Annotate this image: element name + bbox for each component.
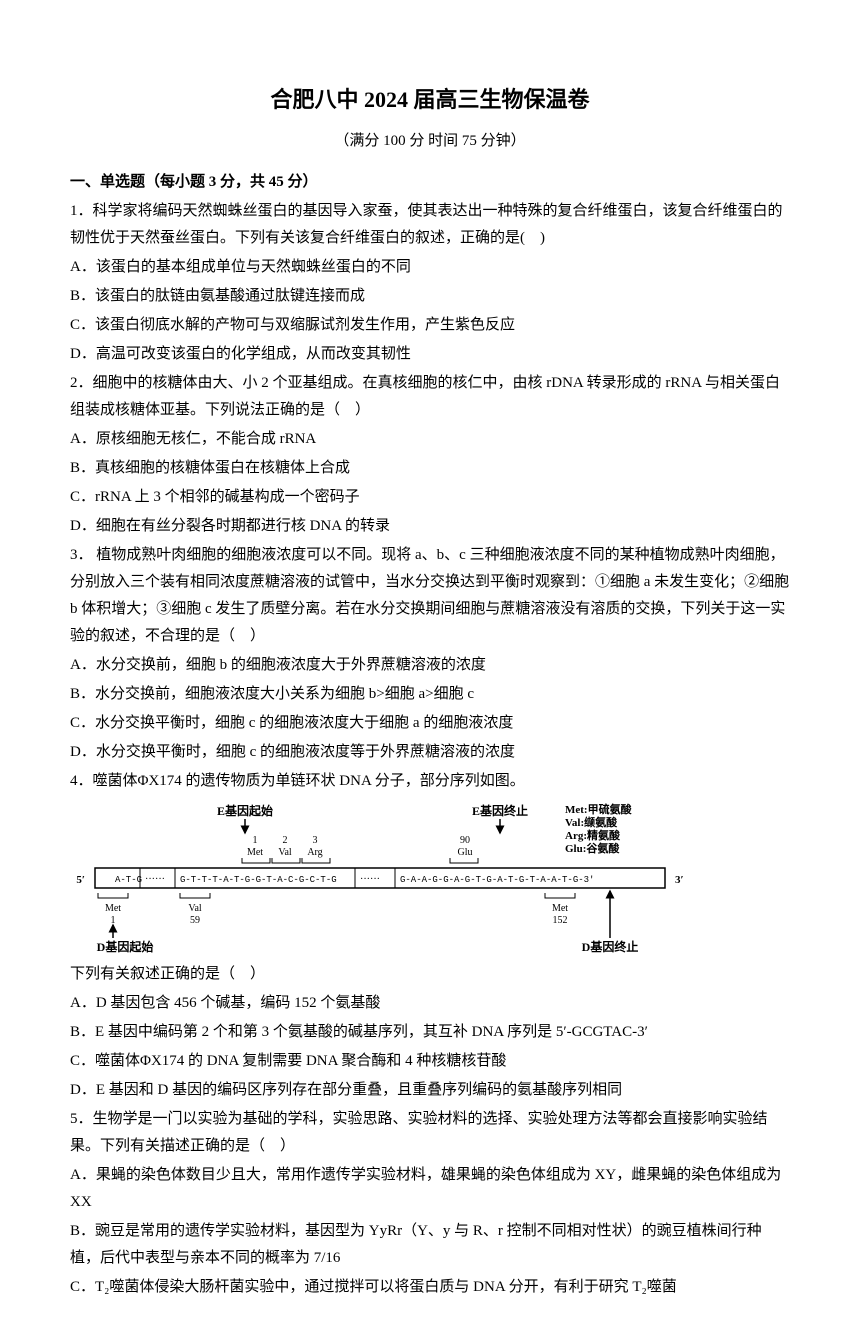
svg-text:······: ······ xyxy=(360,874,380,885)
gene-svg: E基因起始 E基因终止 Met:甲硫氨酸 Val:缬氨酸 Arg:精氨酸 Glu… xyxy=(70,803,690,953)
q4-post: 下列有关叙述正确的是（ ） xyxy=(70,961,790,988)
page-subtitle: （满分 100 分 时间 75 分钟） xyxy=(70,128,790,155)
q1-option-b: B．该蛋白的肽链由氨基酸通过肽键连接而成 xyxy=(70,283,790,310)
svg-text:2: 2 xyxy=(283,835,288,846)
q5-option-b: B．豌豆是常用的遗传学实验材料，基因型为 YyRr（Y、y 与 R、r 控制不同… xyxy=(70,1218,790,1272)
d-start-label: D基因起始 xyxy=(97,939,154,953)
q3-option-d: D．水分交换平衡时，细胞 c 的细胞液浓度等于外界蔗糖溶液的浓度 xyxy=(70,739,790,766)
q5-stem: 5．生物学是一门以实验为基础的学科，实验思路、实验材料的选择、实验处理方法等都会… xyxy=(70,1106,790,1160)
q3-option-c: C．水分交换平衡时，细胞 c 的细胞液浓度大于细胞 a 的细胞液浓度 xyxy=(70,710,790,737)
q2-option-d: D．细胞在有丝分裂各时期都进行核 DNA 的转录 xyxy=(70,513,790,540)
svg-text:Val: Val xyxy=(188,903,202,914)
q1-option-a: A．该蛋白的基本组成单位与天然蜘蛛丝蛋白的不同 xyxy=(70,254,790,281)
svg-text:Met: Met xyxy=(552,903,568,914)
e-end-label: E基因终止 xyxy=(472,803,528,818)
svg-text:Arg: Arg xyxy=(307,847,322,858)
e-start-label: E基因起始 xyxy=(217,803,273,818)
d-end-label: D基因终止 xyxy=(582,939,639,953)
section-header: 一、单选题（每小题 3 分，共 45 分） xyxy=(70,169,790,196)
q1-option-d: D．高温可改变该蛋白的化学组成，从而改变其韧性 xyxy=(70,341,790,368)
gene-diagram: E基因起始 E基因终止 Met:甲硫氨酸 Val:缬氨酸 Arg:精氨酸 Glu… xyxy=(70,803,790,953)
legend-met: Met:甲硫氨酸 xyxy=(565,803,633,816)
q4-option-b: B．E 基因中编码第 2 个和第 3 个氨基酸的碱基序列，其互补 DNA 序列是… xyxy=(70,1019,790,1046)
svg-text:Glu: Glu xyxy=(458,847,473,858)
legend-val: Val:缬氨酸 xyxy=(565,815,618,829)
svg-text:5′: 5′ xyxy=(76,874,85,886)
legend-glu: Glu:谷氨酸 xyxy=(565,841,620,855)
svg-text:152: 152 xyxy=(553,915,568,926)
svg-text:······: ······ xyxy=(145,874,165,885)
q5-option-c: C．T₂噬菌体侵染大肠杆菌实验中，通过搅拌可以将蛋白质与 DNA 分开，有利于研… xyxy=(70,1274,790,1301)
q3-stem: 3． 植物成熟叶肉细胞的细胞液浓度可以不同。现将 a、b、c 三种细胞液浓度不同… xyxy=(70,542,790,650)
q2-option-c: C．rRNA 上 3 个相邻的碱基构成一个密码子 xyxy=(70,484,790,511)
svg-text:1: 1 xyxy=(253,835,258,846)
svg-text:A-T-G: A-T-G xyxy=(115,875,142,885)
svg-text:3′: 3′ xyxy=(675,874,684,886)
svg-text:G-A-A-G-G-A-G-T-G-A-T-G-T-A-A-: G-A-A-G-G-A-G-T-G-A-T-G-T-A-A-T-G-3' xyxy=(400,875,594,885)
q3-option-a: A．水分交换前，细胞 b 的细胞液浓度大于外界蔗糖溶液的浓度 xyxy=(70,652,790,679)
q5-option-a: A．果蝇的染色体数目少且大，常用作遗传学实验材料，雄果蝇的染色体组成为 XY，雌… xyxy=(70,1162,790,1216)
q3-option-b: B．水分交换前，细胞液浓度大小关系为细胞 b>细胞 a>细胞 c xyxy=(70,681,790,708)
svg-text:G-T-T-T-A-T-G-G-T-A-C-G-C-T-G: G-T-T-T-A-T-G-G-T-A-C-G-C-T-G xyxy=(180,875,337,885)
q1-option-c: C．该蛋白彻底水解的产物可与双缩脲试剂发生作用，产生紫色反应 xyxy=(70,312,790,339)
svg-text:Met: Met xyxy=(105,903,121,914)
svg-text:90: 90 xyxy=(460,835,470,846)
svg-text:1: 1 xyxy=(111,915,116,926)
legend-arg: Arg:精氨酸 xyxy=(565,828,621,842)
q2-option-b: B．真核细胞的核糖体蛋白在核糖体上合成 xyxy=(70,455,790,482)
q4-option-c: C．噬菌体ΦX174 的 DNA 复制需要 DNA 聚合酶和 4 种核糖核苷酸 xyxy=(70,1048,790,1075)
q2-option-a: A．原核细胞无核仁，不能合成 rRNA xyxy=(70,426,790,453)
q2-stem: 2．细胞中的核糖体由大、小 2 个亚基组成。在真核细胞的核仁中，由核 rDNA … xyxy=(70,370,790,424)
svg-text:59: 59 xyxy=(190,915,200,926)
q1-stem: 1．科学家将编码天然蜘蛛丝蛋白的基因导入家蚕，使其表达出一种特殊的复合纤维蛋白，… xyxy=(70,198,790,252)
q4-option-a: A．D 基因包含 456 个碱基，编码 152 个氨基酸 xyxy=(70,990,790,1017)
svg-text:Met: Met xyxy=(247,847,263,858)
svg-text:Val: Val xyxy=(278,847,292,858)
svg-text:3: 3 xyxy=(313,835,318,846)
q4-stem: 4．噬菌体ΦX174 的遗传物质为单链环状 DNA 分子，部分序列如图。 xyxy=(70,768,790,795)
page-title: 合肥八中 2024 届高三生物保温卷 xyxy=(70,80,790,120)
q4-option-d: D．E 基因和 D 基因的编码区序列存在部分重叠，且重叠序列编码的氨基酸序列相同 xyxy=(70,1077,790,1104)
